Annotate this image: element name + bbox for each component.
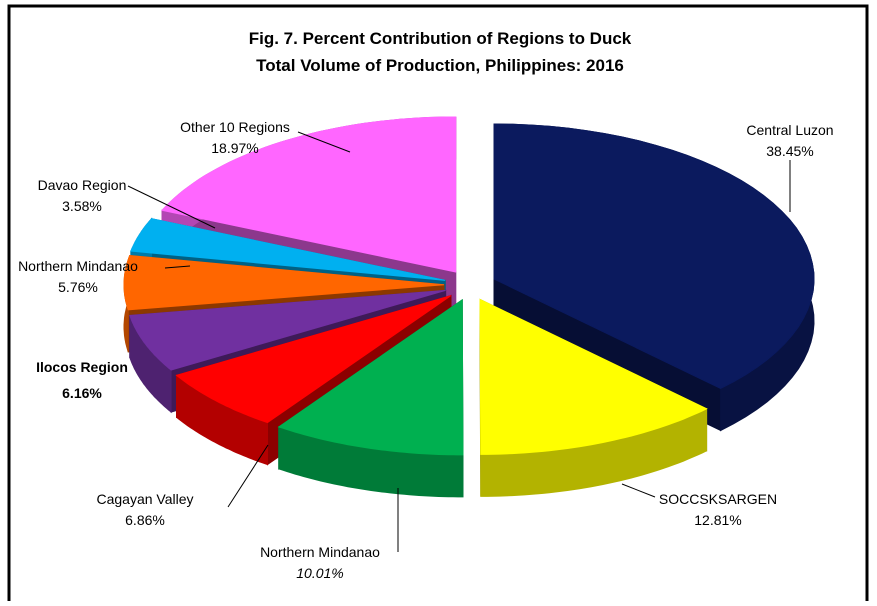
category-label: Northern Mindanao [18, 258, 138, 274]
leader-line [621, 483, 656, 498]
category-label: Davao Region [38, 177, 127, 193]
value-label: 18.97% [211, 140, 258, 156]
slice-top [479, 298, 708, 455]
slice-top [277, 298, 464, 456]
category-label: Northern Mindanao [260, 544, 380, 560]
value-label: 6.16% [62, 385, 102, 401]
leader-line [227, 444, 269, 508]
value-label: 12.81% [694, 512, 741, 528]
slice [479, 298, 708, 497]
slice-top [129, 289, 446, 371]
chart-title: Fig. 7. Percent Contribution of Regions … [249, 29, 632, 48]
leader-line [164, 265, 191, 269]
value-label: 6.86% [125, 512, 165, 528]
category-label: Cagayan Valley [96, 491, 193, 507]
slice [277, 298, 464, 498]
pie [123, 116, 815, 498]
value-label: 3.58% [62, 198, 102, 214]
chart-title: Total Volume of Production, Philippines:… [256, 56, 624, 75]
category-label: Other 10 Regions [180, 119, 290, 135]
category-label: Central Luzon [746, 122, 833, 138]
value-label: 38.45% [766, 143, 813, 159]
category-label: Ilocos Region [36, 359, 128, 375]
leader-line [127, 185, 216, 229]
slice-top [175, 295, 452, 424]
leader-line [297, 131, 351, 153]
category-label: SOCCSKSARGEN [659, 491, 777, 507]
value-label: 10.01% [296, 565, 343, 581]
labels: Central Luzon 38.45% SOCCSKSARGEN 12.81% Nor… [18, 119, 834, 581]
slice-top [161, 116, 457, 273]
value-label: 5.76% [58, 279, 98, 295]
slice-top [130, 218, 446, 281]
slice-top [123, 254, 445, 311]
slice-top [493, 123, 815, 390]
